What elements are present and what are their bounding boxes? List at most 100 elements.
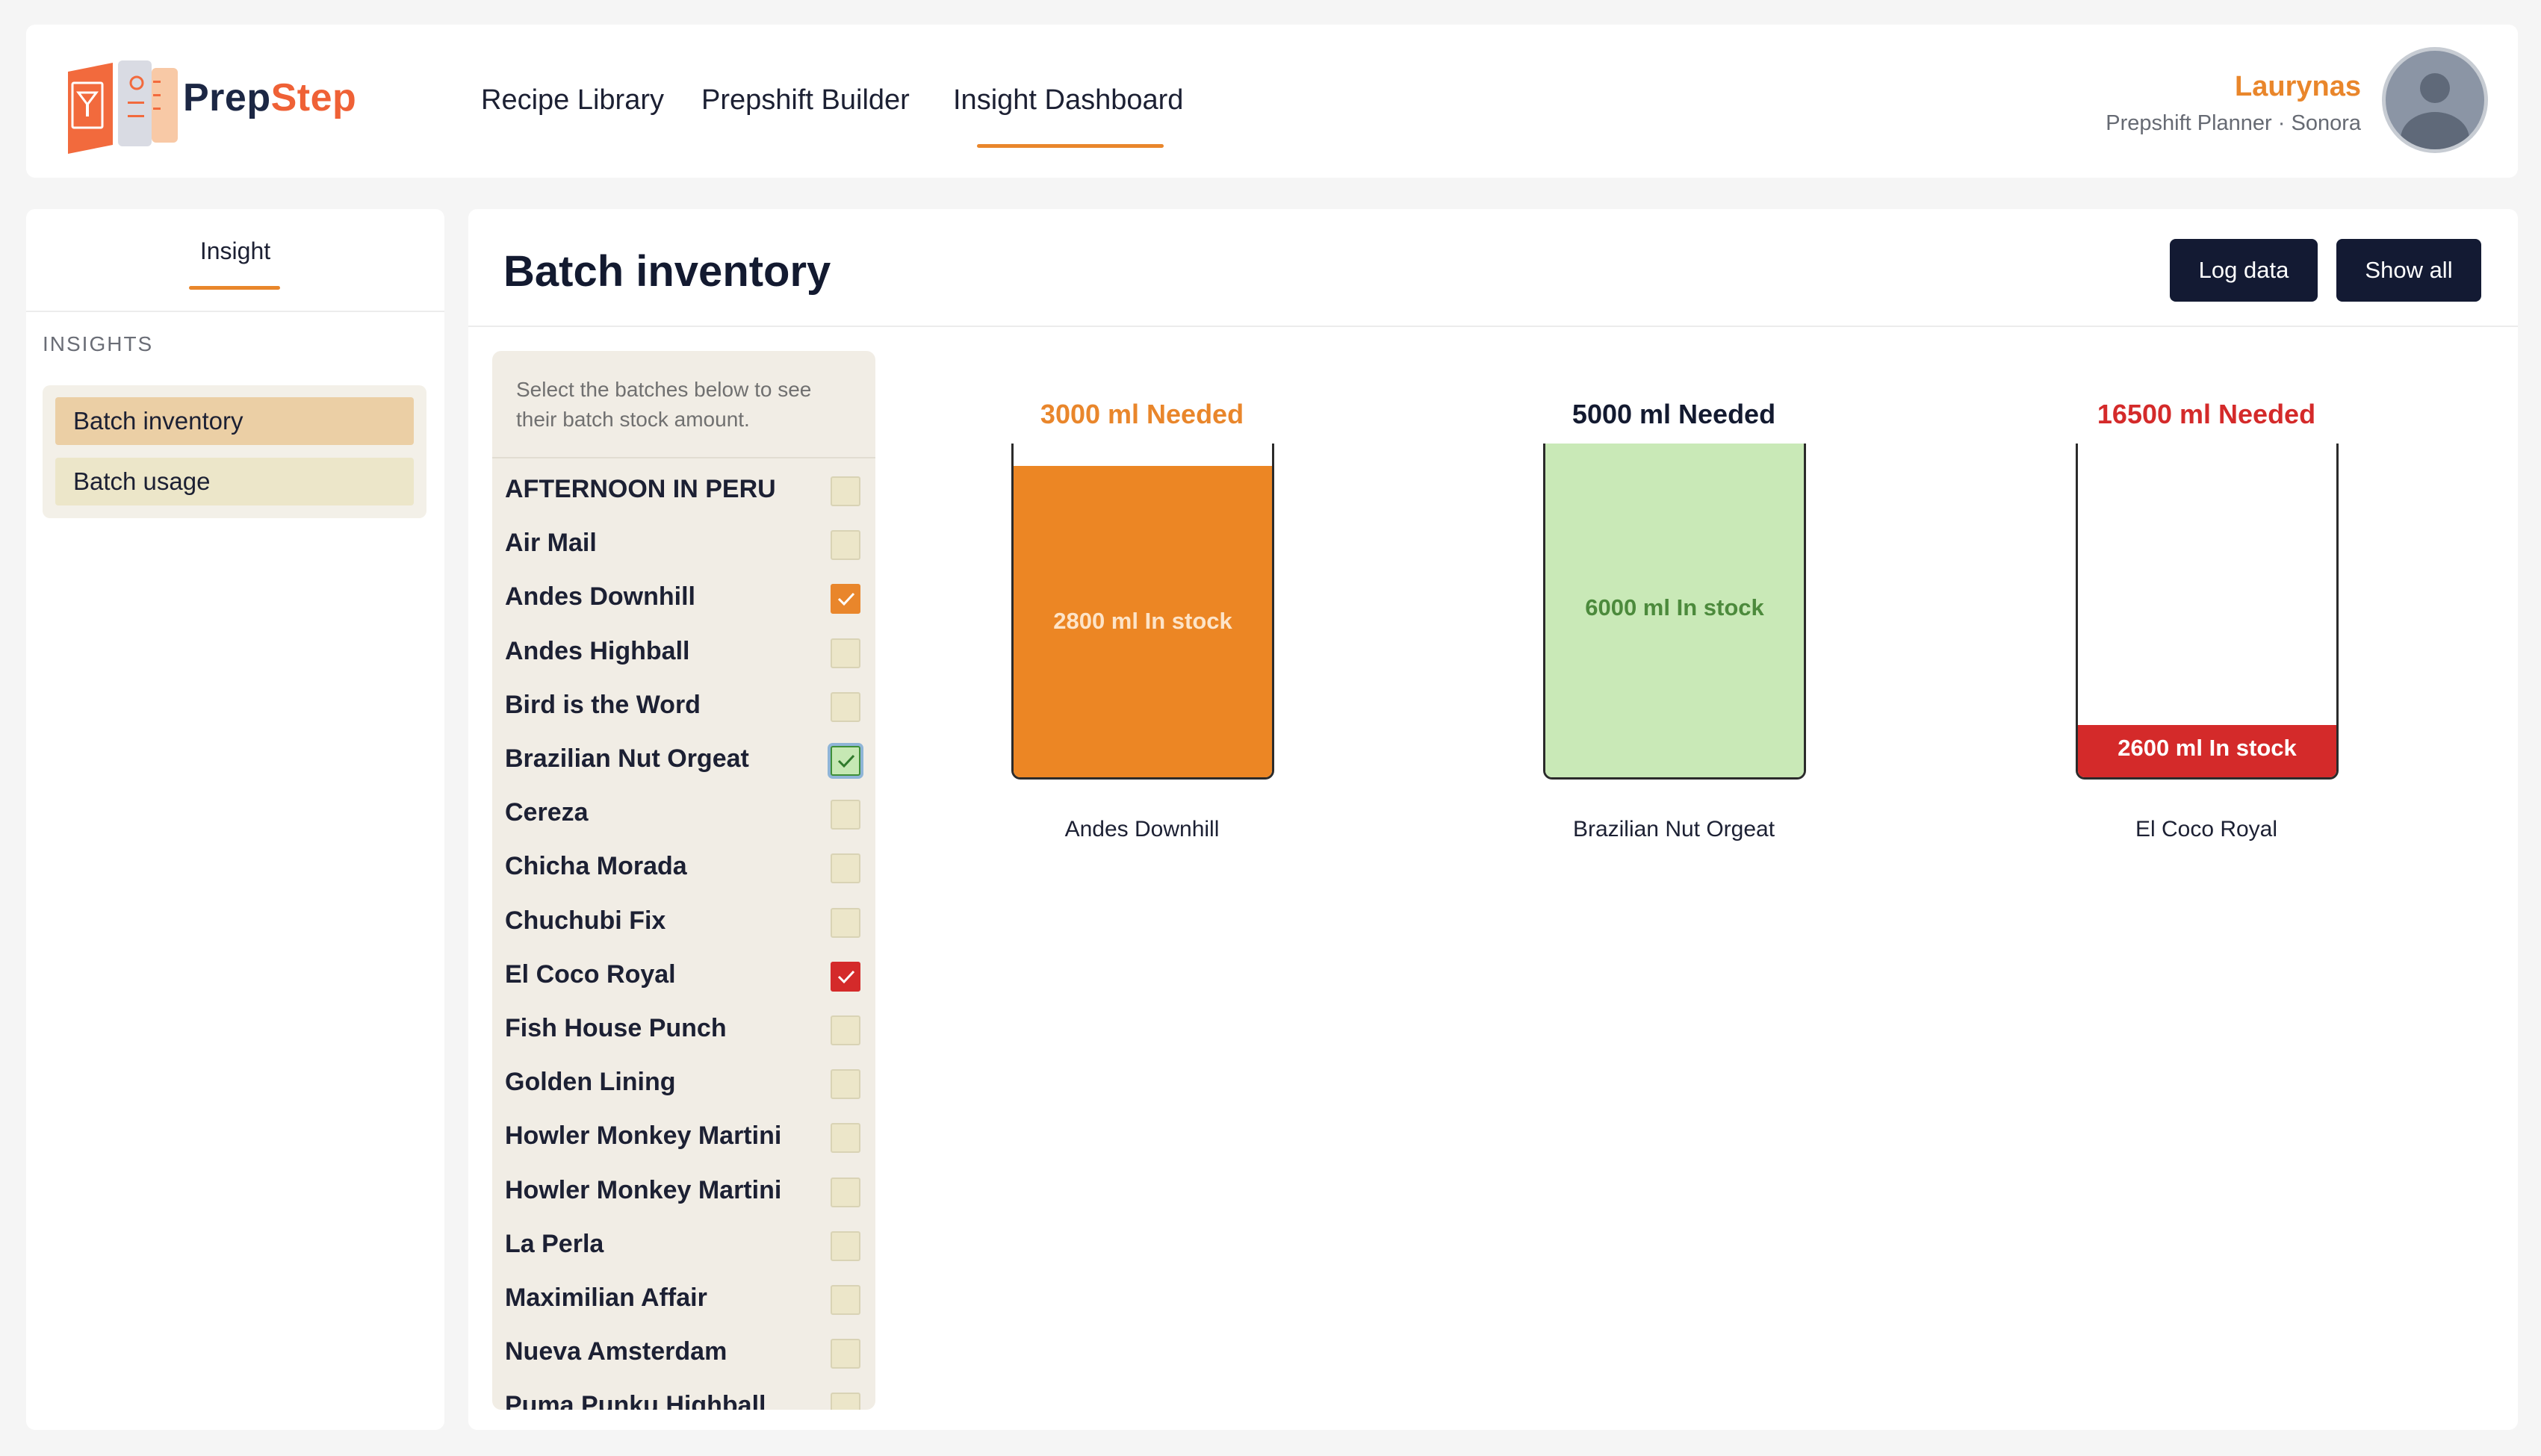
stock-fill bbox=[1014, 465, 1272, 777]
batch-row[interactable]: Nueva Amsterdam bbox=[492, 1327, 875, 1381]
sidebar: Insight INSIGHTS Batch inventory Batch u… bbox=[26, 209, 444, 1430]
batch-row[interactable]: Chuchubi Fix bbox=[492, 896, 875, 950]
batch-label: Howler Monkey Martini bbox=[505, 1121, 782, 1151]
batch-label: Howler Monkey Martini bbox=[505, 1175, 782, 1204]
nav-active-indicator bbox=[977, 144, 1164, 148]
sidebar-item-batch-inventory[interactable]: Batch inventory bbox=[55, 397, 414, 445]
batch-row[interactable]: Golden Lining bbox=[492, 1057, 875, 1111]
beaker-name: El Coco Royal bbox=[2135, 817, 2278, 841]
beaker-container: 6000 ml In stock bbox=[1543, 444, 1806, 780]
sidebar-divider bbox=[26, 311, 444, 312]
nav-recipe-library[interactable]: Recipe Library bbox=[481, 84, 664, 116]
needed-label: 16500 ml Needed bbox=[2097, 399, 2316, 429]
beaker-container: 2800 ml In stock bbox=[1011, 444, 1274, 780]
batch-checkbox[interactable] bbox=[831, 530, 860, 561]
batch-row[interactable]: El Coco Royal bbox=[492, 950, 875, 1004]
nav-insight-dashboard[interactable]: Insight Dashboard bbox=[953, 84, 1184, 116]
stock-fill bbox=[1545, 444, 1804, 777]
batch-row[interactable]: La Perla bbox=[492, 1219, 875, 1273]
log-data-button[interactable]: Log data bbox=[2170, 239, 2318, 302]
batch-row[interactable]: Howler Monkey Martini bbox=[492, 1111, 875, 1165]
brand-prep: Prep bbox=[183, 76, 271, 119]
batch-label: La Perla bbox=[505, 1229, 604, 1258]
user-role: Prepshift Planner · Sonora bbox=[2106, 111, 2361, 135]
batch-label: AFTERNOON IN PERU bbox=[505, 475, 776, 503]
beaker-name: Andes Downhill bbox=[1064, 817, 1220, 841]
brand-step: Step bbox=[270, 76, 357, 119]
batch-label: Andes Highball bbox=[505, 636, 690, 665]
batch-checkbox[interactable] bbox=[831, 961, 860, 992]
sidebar-item-batch-usage[interactable]: Batch usage bbox=[55, 458, 414, 505]
beaker-name: Brazilian Nut Orgeat bbox=[1572, 817, 1775, 841]
batch-checkbox[interactable] bbox=[831, 1123, 860, 1154]
checkmark-icon bbox=[837, 593, 855, 606]
batch-checkbox[interactable] bbox=[831, 584, 860, 615]
picker-divider bbox=[492, 457, 875, 458]
batch-row[interactable]: Chicha Morada bbox=[492, 841, 875, 895]
top-header: PrepStep Recipe Library Prepshift Builde… bbox=[26, 25, 2518, 178]
batch-row[interactable]: Andes Highball bbox=[492, 626, 875, 680]
batch-label: Puma Punku Highball bbox=[505, 1391, 766, 1410]
batch-row[interactable]: Maximilian Affair bbox=[492, 1273, 875, 1327]
batch-checkbox[interactable] bbox=[831, 638, 860, 668]
insights-menu: Batch inventory Batch usage bbox=[43, 385, 426, 518]
insights-heading: INSIGHTS bbox=[43, 332, 154, 355]
batch-checkbox[interactable] bbox=[831, 1177, 860, 1207]
checkmark-icon bbox=[837, 754, 855, 768]
batch-row[interactable]: Fish House Punch bbox=[492, 1004, 875, 1057]
main-panel: Batch inventory Log data Show all Select… bbox=[468, 209, 2518, 1430]
batch-label: Chuchubi Fix bbox=[505, 906, 666, 935]
tab-insight[interactable]: Insight bbox=[199, 237, 271, 264]
batch-row[interactable]: Puma Punku Highball bbox=[492, 1381, 875, 1410]
batch-checkbox[interactable] bbox=[831, 1069, 860, 1100]
batch-row[interactable]: Bird is the Word bbox=[492, 680, 875, 734]
batch-label: Maximilian Affair bbox=[505, 1284, 707, 1312]
batch-label: Bird is the Word bbox=[505, 690, 701, 719]
picker-hint: Select the batches below to see their ba… bbox=[516, 378, 812, 431]
batch-row[interactable]: Howler Monkey Martini bbox=[492, 1166, 875, 1219]
batch-row[interactable]: AFTERNOON IN PERU bbox=[492, 464, 875, 518]
beaker-container: 2600 ml In stock bbox=[2076, 444, 2339, 780]
batch-picker[interactable]: Select the batches below to see their ba… bbox=[492, 351, 875, 1410]
show-all-button[interactable]: Show all bbox=[2336, 239, 2481, 302]
batch-checkbox[interactable] bbox=[831, 1393, 860, 1410]
stock-label: 2600 ml In stock bbox=[2118, 734, 2297, 761]
batch-row[interactable]: Cereza bbox=[492, 788, 875, 841]
batch-label: Air Mail bbox=[505, 529, 597, 558]
user-name: Laurynas bbox=[2235, 71, 2361, 102]
batch-label: Fish House Punch bbox=[505, 1014, 727, 1042]
batch-label: Golden Lining bbox=[505, 1068, 676, 1097]
batch-label: Chicha Morada bbox=[505, 852, 687, 881]
batch-label: El Coco Royal bbox=[505, 959, 676, 989]
batch-checkbox[interactable] bbox=[831, 476, 860, 506]
stock-label: 6000 ml In stock bbox=[1585, 594, 1764, 620]
page-title: Batch inventory bbox=[503, 247, 831, 296]
batch-checkbox[interactable] bbox=[831, 1015, 860, 1045]
batch-label: Nueva Amsterdam bbox=[505, 1337, 727, 1366]
batch-label: Cereza bbox=[505, 798, 589, 827]
main-divider bbox=[468, 326, 2518, 327]
stock-label: 2800 ml In stock bbox=[1053, 608, 1232, 635]
stock-fill bbox=[2078, 724, 2336, 777]
brand-name[interactable]: PrepStep bbox=[183, 75, 356, 120]
needed-label: 5000 ml Needed bbox=[1572, 399, 1776, 429]
nav-prepshift-builder[interactable]: Prepshift Builder bbox=[701, 84, 910, 116]
user-avatar-icon[interactable] bbox=[2382, 47, 2488, 153]
batch-checkbox[interactable] bbox=[831, 691, 860, 722]
batch-checkbox[interactable] bbox=[831, 1231, 860, 1261]
batch-checkbox[interactable] bbox=[831, 1285, 860, 1315]
batch-row[interactable]: Brazilian Nut Orgeat bbox=[492, 734, 875, 788]
prepstep-logo-icon[interactable] bbox=[55, 49, 204, 158]
batch-row[interactable]: Andes Downhill bbox=[492, 572, 875, 626]
batch-checkbox[interactable] bbox=[831, 853, 860, 884]
batch-checkbox[interactable] bbox=[831, 800, 860, 830]
batch-label: Brazilian Nut Orgeat bbox=[505, 744, 749, 773]
batch-checkbox[interactable] bbox=[831, 907, 860, 938]
batch-row[interactable]: Air Mail bbox=[492, 518, 875, 572]
batch-checkbox[interactable] bbox=[831, 746, 860, 776]
batch-checkbox[interactable] bbox=[831, 1339, 860, 1369]
needed-label: 3000 ml Needed bbox=[1040, 399, 1244, 429]
batch-label: Andes Downhill bbox=[505, 582, 695, 612]
tab-active-indicator bbox=[189, 286, 280, 290]
checkmark-icon bbox=[837, 970, 855, 983]
